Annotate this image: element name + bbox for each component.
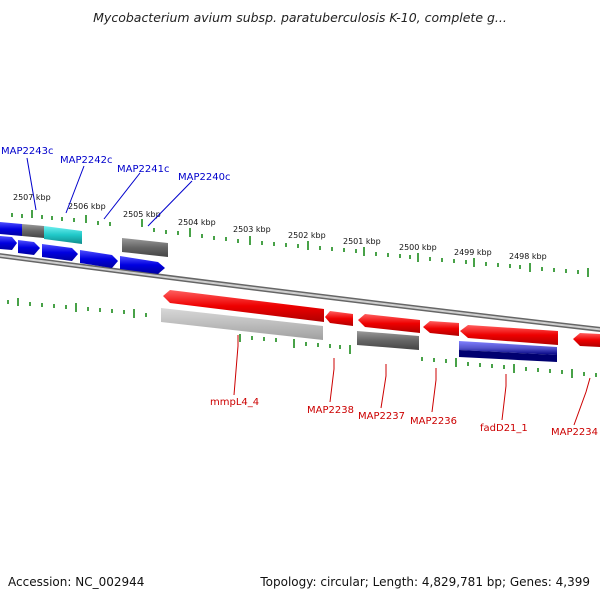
- forward-feature-row[interactable]: [0, 222, 168, 257]
- reverse-gene-arrow: [358, 314, 420, 333]
- scale-label: 2505 kbp: [123, 210, 161, 219]
- forward-gene-arrow: [80, 250, 118, 268]
- reverse-gene-arrows[interactable]: [163, 290, 600, 347]
- gene-label-map2237: MAP2237: [358, 411, 405, 422]
- forward-gene-bar: [122, 238, 168, 257]
- reverse-gene-arrow: [573, 333, 600, 347]
- gene-label-map2236: MAP2236: [410, 416, 457, 427]
- forward-gene-arrow: [42, 244, 78, 261]
- reverse-feature-row[interactable]: [161, 308, 557, 362]
- reverse-gene-bar: [459, 350, 557, 362]
- gene-label-fadd21-1: fadD21_1: [480, 423, 528, 434]
- reverse-gene-arrow: [460, 325, 558, 345]
- accession-text: Accession: NC_002944: [8, 575, 145, 589]
- reverse-gene-bar: [161, 308, 323, 340]
- forward-gene-arrow: [18, 240, 40, 255]
- forward-gene-bar: [0, 222, 22, 236]
- map-title: Mycobacterium avium subsp. paratuberculo…: [93, 10, 507, 25]
- forward-gene-arrow: [120, 256, 165, 274]
- scale-label: 2498 kbp: [509, 252, 547, 261]
- reverse-gene-bar: [459, 341, 557, 355]
- inner-tick-track: [7, 298, 597, 378]
- scale-label: 2503 kbp: [233, 225, 271, 234]
- forward-label-connectors: [26, 157, 193, 227]
- forward-gene-bar: [44, 226, 82, 244]
- forward-gene-arrows[interactable]: [0, 236, 165, 274]
- scale-labels: 2507 kbp 2506 kbp 2505 kbp 2504 kbp 2503…: [13, 193, 547, 261]
- gene-label-map2240c: MAP2240c: [178, 172, 230, 183]
- scale-label: 2502 kbp: [288, 231, 326, 240]
- gene-label-map2238: MAP2238: [307, 405, 354, 416]
- scale-label: 2501 kbp: [343, 237, 381, 246]
- scale-label: 2504 kbp: [178, 218, 216, 227]
- scale-label: 2500 kbp: [399, 243, 437, 252]
- reverse-gene-bar: [357, 331, 419, 350]
- reverse-gene-arrow: [163, 290, 324, 322]
- gene-label-map2241c: MAP2241c: [117, 164, 169, 175]
- topology-stats-text: Topology: circular; Length: 4,829,781 bp…: [260, 575, 590, 589]
- gene-label-map2234: MAP2234: [551, 427, 598, 438]
- scale-label: 2506 kbp: [68, 202, 106, 211]
- reverse-label-connectors: [233, 335, 591, 426]
- reverse-gene-arrow: [325, 311, 353, 326]
- gene-label-map2242c: MAP2242c: [60, 155, 112, 166]
- gene-label-mmpl4-4: mmpL4_4: [210, 397, 259, 408]
- reverse-gene-labels[interactable]: mmpL4_4 MAP2238 MAP2237 MAP2236 fadD21_1…: [210, 397, 598, 438]
- forward-gene-arrow: [0, 236, 17, 250]
- reverse-gene-arrow: [423, 321, 459, 336]
- forward-gene-bar: [22, 224, 44, 238]
- forward-gene-labels[interactable]: MAP2243c MAP2242c MAP2241c MAP2240c: [1, 146, 230, 183]
- genome-backbone: [0, 253, 600, 332]
- gene-label-map2243c: MAP2243c: [1, 146, 53, 157]
- scale-label: 2507 kbp: [13, 193, 51, 202]
- outer-tick-track: [11, 210, 589, 277]
- scale-label: 2499 kbp: [454, 248, 492, 257]
